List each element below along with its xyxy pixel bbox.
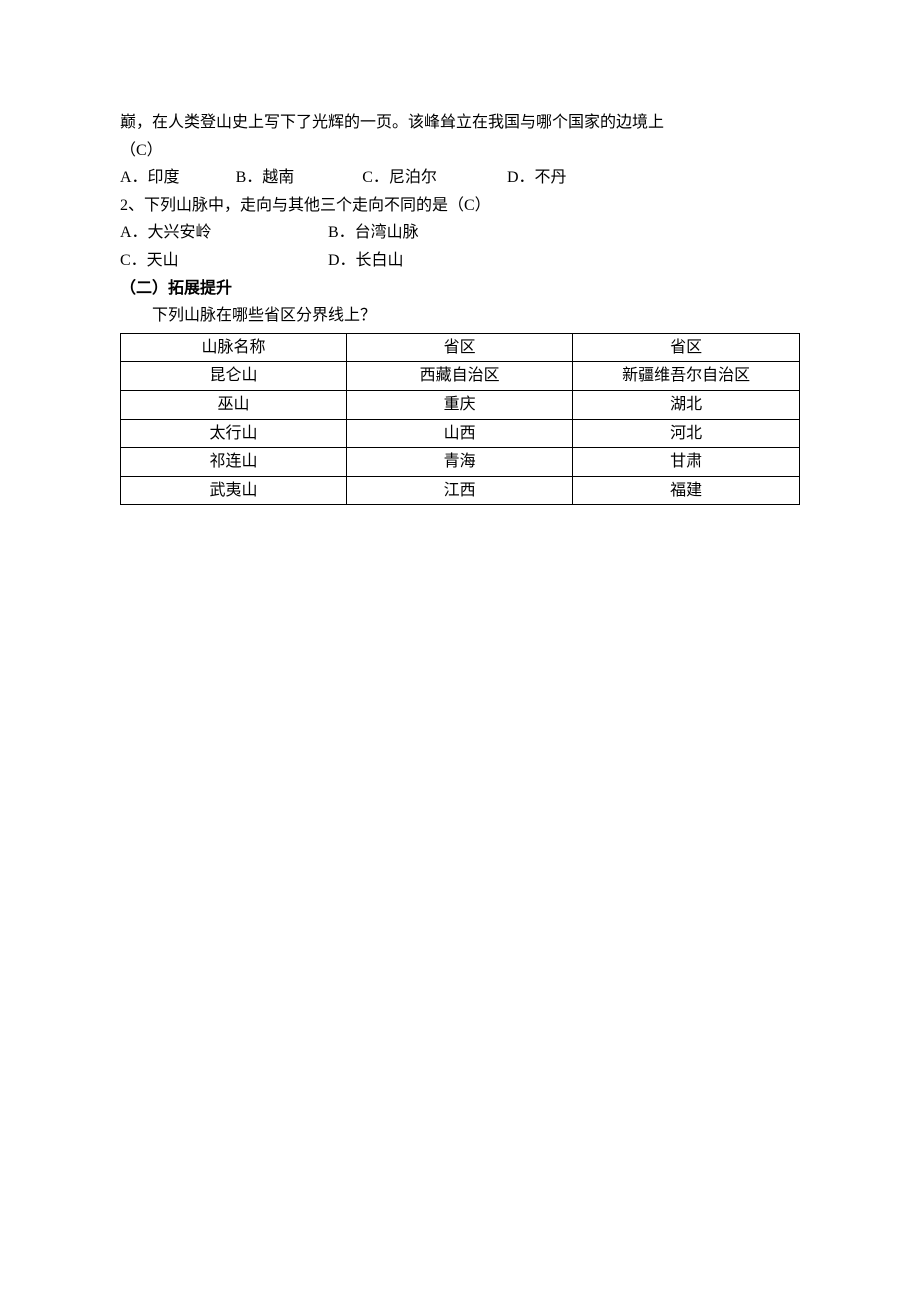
- q1-option-a: A．印度: [120, 165, 180, 191]
- table-cell: 祁连山: [121, 448, 347, 477]
- table-cell: 重庆: [347, 390, 573, 419]
- q1-option-b: B．越南: [236, 165, 295, 191]
- table-cell: 江西: [347, 476, 573, 505]
- table-cell: 湖北: [573, 390, 800, 419]
- table-cell: 新疆维吾尔自治区: [573, 362, 800, 391]
- table-cell: 福建: [573, 476, 800, 505]
- table-row: 祁连山 青海 甘肃: [121, 448, 800, 477]
- q1-option-c: C．尼泊尔: [362, 165, 437, 191]
- table-cell: 山西: [347, 419, 573, 448]
- q2-stem: 2、下列山脉中，走向与其他三个走向不同的是（C）: [120, 193, 800, 219]
- q2-options-row-2: C．天山 D．长白山: [120, 248, 800, 274]
- table-header-cell: 省区: [573, 333, 800, 362]
- q2-option-b: B．台湾山脉: [328, 220, 800, 246]
- table-cell: 河北: [573, 419, 800, 448]
- mountain-province-table: 山脉名称 省区 省区 昆仑山 西藏自治区 新疆维吾尔自治区 巫山 重庆 湖北 太…: [120, 333, 800, 506]
- table-cell: 巫山: [121, 390, 347, 419]
- q2-option-d: D．长白山: [328, 248, 800, 274]
- table-cell: 昆仑山: [121, 362, 347, 391]
- q1-option-d: D．不丹: [507, 165, 567, 191]
- table-cell: 太行山: [121, 419, 347, 448]
- section-2-heading: （二）拓展提升: [120, 276, 800, 302]
- table-row: 昆仑山 西藏自治区 新疆维吾尔自治区: [121, 362, 800, 391]
- section-2-prompt: 下列山脉在哪些省区分界线上？: [120, 303, 800, 329]
- table-header-row: 山脉名称 省区 省区: [121, 333, 800, 362]
- q2-option-c: C．天山: [120, 248, 328, 274]
- table-cell: 西藏自治区: [347, 362, 573, 391]
- table-cell: 武夷山: [121, 476, 347, 505]
- intro-line-1: 巅，在人类登山史上写下了光辉的一页。该峰耸立在我国与哪个国家的边境上: [120, 110, 800, 136]
- table-row: 武夷山 江西 福建: [121, 476, 800, 505]
- table-header-cell: 省区: [347, 333, 573, 362]
- table-header-cell: 山脉名称: [121, 333, 347, 362]
- table-row: 太行山 山西 河北: [121, 419, 800, 448]
- table-cell: 甘肃: [573, 448, 800, 477]
- table-row: 巫山 重庆 湖北: [121, 390, 800, 419]
- q2-option-a: A．大兴安岭: [120, 220, 328, 246]
- q2-options-row-1: A．大兴安岭 B．台湾山脉: [120, 220, 800, 246]
- intro-line-2: （C）: [120, 138, 800, 164]
- q1-options-row: A．印度 B．越南 C．尼泊尔 D．不丹: [120, 165, 800, 191]
- table-cell: 青海: [347, 448, 573, 477]
